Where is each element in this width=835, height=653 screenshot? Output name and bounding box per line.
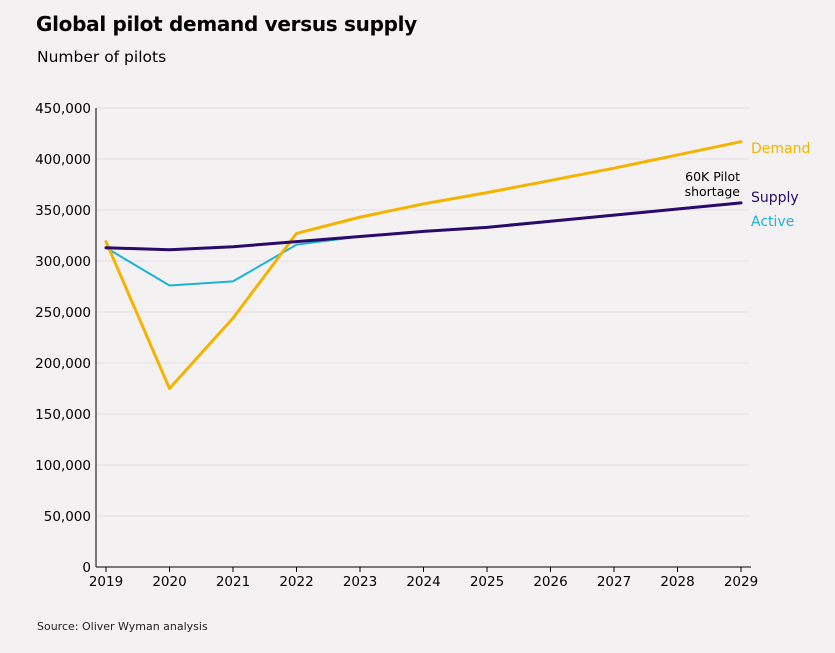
source-note: Source: Oliver Wyman analysis — [37, 620, 208, 633]
y-tick-label: 50,000 — [44, 509, 91, 525]
y-tick-label: 400,000 — [35, 152, 91, 168]
y-tick-label: 300,000 — [35, 254, 91, 270]
y-tick-label: 100,000 — [35, 458, 91, 474]
y-tick-label: 0 — [82, 560, 91, 576]
y-tick-label: 150,000 — [35, 407, 91, 423]
series-label-active: Active — [751, 214, 794, 230]
x-tick-label: 2022 — [279, 574, 313, 590]
series-label-demand: Demand — [751, 141, 810, 157]
x-tick-label: 2029 — [724, 574, 758, 590]
x-tick-label: 2028 — [660, 574, 694, 590]
shortage-annotation: 60K Pilot — [685, 169, 740, 184]
x-tick-label: 2027 — [597, 574, 631, 590]
x-tick-label: 2023 — [343, 574, 377, 590]
series-line-demand — [104, 140, 743, 390]
y-tick-label: 450,000 — [35, 101, 91, 117]
y-tick-label: 200,000 — [35, 356, 91, 372]
x-tick-label: 2025 — [470, 574, 504, 590]
series-label-supply: Supply — [751, 190, 799, 206]
y-tick-label: 250,000 — [35, 305, 91, 321]
x-tick-label: 2026 — [533, 574, 567, 590]
y-tick-label: 350,000 — [35, 203, 91, 219]
chart-subtitle: Number of pilots — [37, 48, 167, 66]
series-line-supply — [104, 201, 743, 252]
series-line-active — [105, 235, 361, 287]
x-tick-label: 2019 — [89, 574, 123, 590]
chart-title: Global pilot demand versus supply — [36, 12, 417, 36]
x-tick-label: 2024 — [406, 574, 440, 590]
x-tick-label: 2021 — [216, 574, 250, 590]
x-tick-label: 2020 — [152, 574, 186, 590]
shortage-annotation: shortage — [685, 184, 741, 199]
